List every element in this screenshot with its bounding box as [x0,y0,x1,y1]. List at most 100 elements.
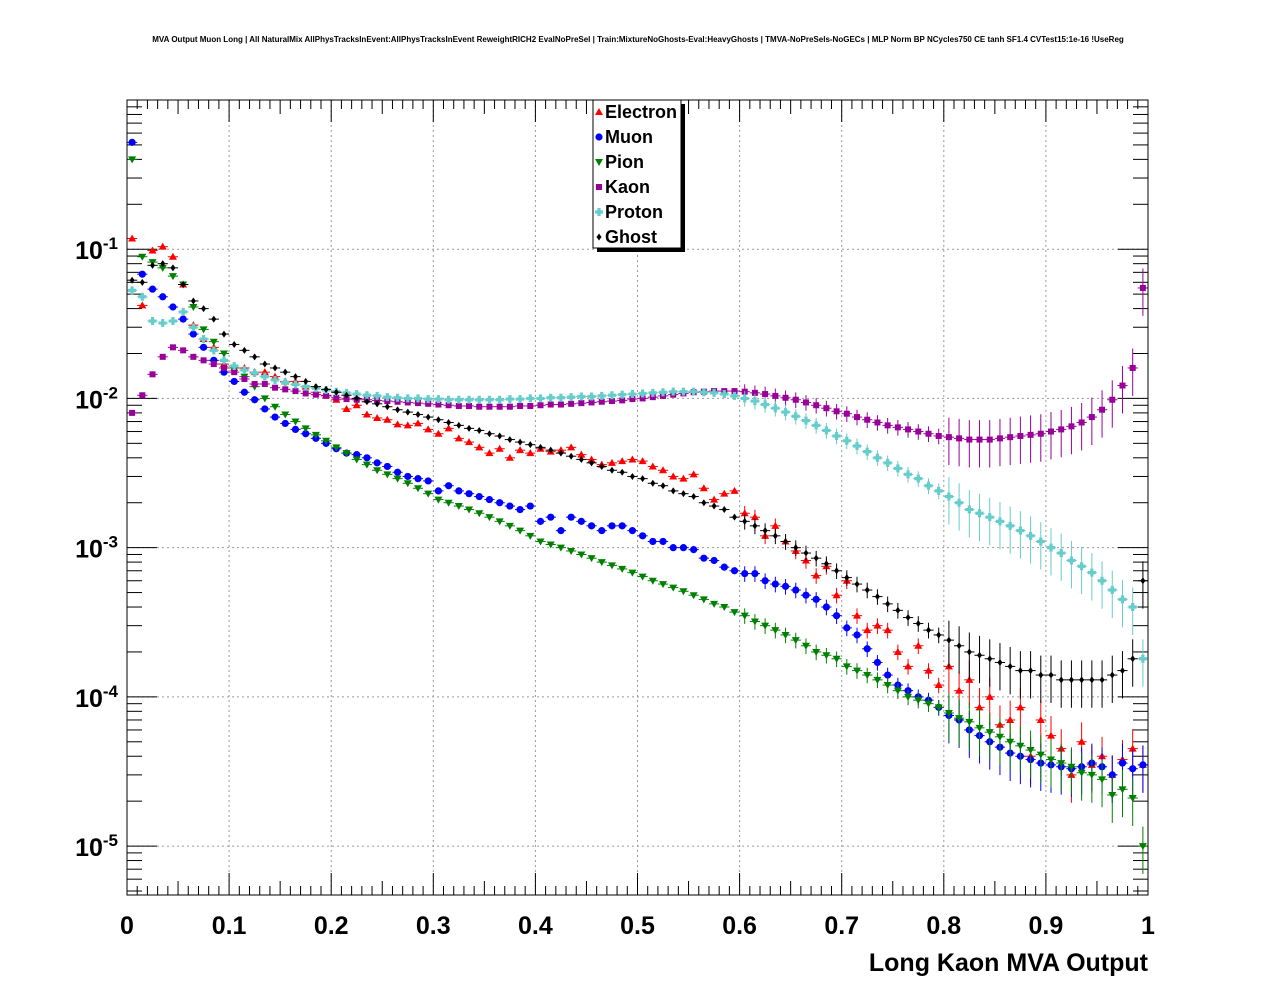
data-point [691,493,697,501]
data-point [598,527,606,535]
legend-label: Kaon [605,177,650,197]
data-point [138,301,147,309]
data-point [271,375,280,384]
legend-marker [595,108,603,115]
data-point [689,470,698,478]
data-point [527,402,534,409]
legend-item-ghost: Ghost [596,227,657,247]
data-point [301,382,310,391]
legend-marker [595,159,603,166]
data-point [403,394,412,403]
data-point [168,273,177,281]
legend-label: Ghost [605,227,657,247]
data-point [781,631,790,639]
data-point [352,390,361,399]
data-point [281,419,289,428]
data-point [1047,543,1056,552]
data-point [199,326,208,334]
data-point [813,554,819,562]
legend-item-proton: Proton [595,202,663,222]
data-point [731,513,737,521]
data-point [465,506,474,514]
data-point [454,395,463,404]
y-tick-labels: 10-110-210-310-410-5 [75,234,118,862]
data-point [364,398,370,406]
data-point [373,391,382,400]
data-point [303,377,309,385]
data-point [914,697,923,705]
data-point [985,729,994,737]
data-point [832,655,841,663]
data-point [730,609,739,617]
data-point [955,498,964,507]
data-point [221,330,227,338]
x-tick-label: 0.1 [212,912,247,940]
data-point [557,401,564,408]
x-tick-label: 0.8 [926,912,961,940]
legend-marker [596,233,602,241]
data-point [302,430,310,438]
data-point [322,437,331,445]
data-point [874,419,881,426]
data-point [1088,414,1095,421]
data-point [792,396,799,403]
data-series [127,138,1148,874]
data-point [1038,671,1044,679]
data-point [526,449,535,457]
data-point [352,456,361,464]
y-tick-label: 10-1 [75,234,118,265]
data-point [250,369,259,378]
data-point [1087,771,1096,779]
data-point [1099,676,1105,684]
data-point [128,156,137,164]
data-point [740,394,749,403]
data-point [393,468,402,476]
data-point [567,513,575,521]
data-point [588,399,595,406]
data-point [955,686,964,694]
data-point [148,317,157,326]
x-tick-label: 0.4 [518,912,553,940]
y-tick-exponent: -5 [103,831,118,850]
x-tick-label: 0.9 [1029,912,1064,940]
data-point [1016,742,1025,750]
data-point [822,652,831,660]
data-point [547,513,555,521]
data-point [844,574,850,582]
chart-title: MVA Output Muon Long | All NaturalMix Al… [152,35,1124,44]
data-point [190,297,196,305]
data-point [1128,794,1137,802]
data-point [150,261,156,269]
data-point [894,424,901,431]
data-point [975,703,984,711]
data-point [598,398,605,405]
data-point [271,413,279,421]
data-point [413,485,422,493]
data-point [547,401,554,408]
data-point [823,405,830,412]
data-point [843,624,851,632]
data-point [415,411,421,419]
data-point [781,408,790,417]
data-point [915,428,922,435]
data-point [751,389,758,396]
data-point [791,412,800,421]
data-point [577,392,586,401]
data-point [893,647,902,655]
data-point [985,513,994,522]
data-point [1036,715,1045,723]
data-point [495,395,504,404]
data-point [413,394,422,403]
data-point [700,554,708,562]
data-point [628,390,637,399]
data-point [495,444,504,452]
data-point [444,499,453,507]
data-point [537,402,544,409]
y-tick-label: 10-4 [75,682,118,713]
data-point [679,387,688,396]
data-point [414,475,422,483]
data-point [311,431,320,439]
data-point [556,544,565,552]
data-point [884,422,891,429]
data-point [648,388,657,397]
